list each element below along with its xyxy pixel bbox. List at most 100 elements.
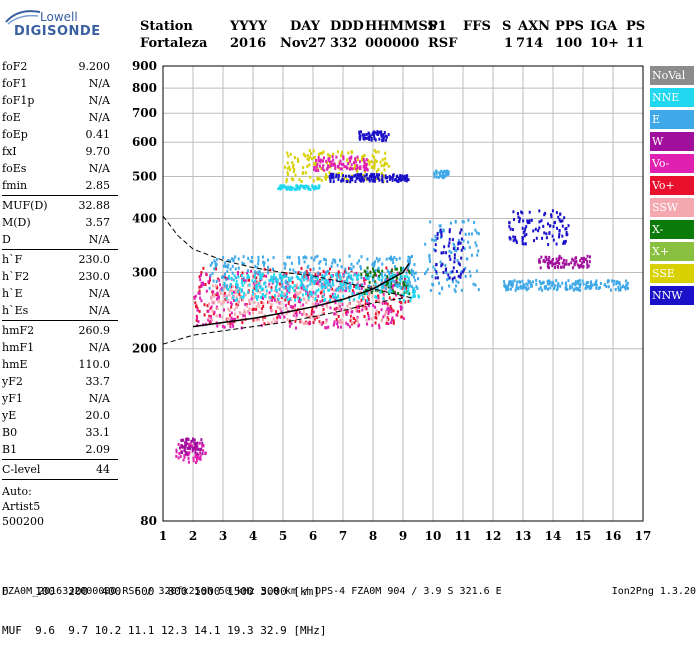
data-point [286,151,289,155]
data-point [278,273,281,277]
data-point [186,452,189,456]
data-point [242,313,245,317]
data-point [519,280,522,284]
data-point [408,280,411,284]
data-point [187,438,190,442]
data-point [359,290,362,294]
data-point [457,261,460,265]
data-point [326,166,329,170]
data-point [391,272,394,276]
header-label: DDD [330,19,364,34]
data-point [258,269,261,273]
data-point [532,280,535,284]
data-point [356,174,359,178]
data-point [381,138,384,142]
data-point [410,270,413,274]
data-point [237,275,240,279]
data-point [261,307,264,311]
data-point [257,280,260,284]
data-point [522,283,525,287]
data-point [283,315,286,319]
data-point [243,278,246,282]
data-point [232,258,235,262]
data-point [575,260,578,264]
data-point [294,270,297,274]
data-point [450,221,453,225]
data-point [180,450,183,454]
legend-item: Vo+ [650,176,694,195]
data-point [317,314,320,318]
data-point [228,293,231,297]
data-point [358,259,361,263]
data-point [310,279,313,283]
data-point [391,274,394,278]
data-point [366,311,369,315]
data-point [343,270,346,274]
data-point [355,317,358,321]
data-point [255,276,258,280]
data-point [347,275,350,279]
data-point [388,256,391,260]
data-point [558,255,561,259]
data-point [365,318,368,322]
data-point [386,274,389,278]
data-point [467,218,470,222]
data-point [435,270,438,274]
data-point [339,275,342,279]
x-tick-label: 9 [399,529,407,543]
data-point [425,270,428,274]
data-point [447,244,450,248]
data-point [344,311,347,315]
data-point [197,447,200,451]
data-point [542,259,545,263]
data-point [297,296,300,300]
data-point [244,302,247,306]
data-point [298,187,301,191]
data-point [196,458,199,462]
data-point [360,272,363,276]
data-point [286,289,289,293]
data-point [310,256,313,260]
data-point [454,248,457,252]
data-point [317,184,320,188]
data-point [332,158,335,162]
data-point [448,249,451,253]
data-point [565,259,568,263]
data-point [351,278,354,282]
data-point [413,271,416,275]
data-point [367,131,370,135]
data-point [508,221,511,225]
data-point [408,269,411,273]
data-point [215,263,218,267]
data-point [448,241,451,245]
data-point [370,136,373,140]
data-point [350,274,353,278]
data-point [595,279,598,283]
data-point [540,219,543,223]
data-point [557,256,560,260]
data-point [405,271,408,275]
data-point [372,267,375,271]
data-point [398,283,401,287]
data-point [354,157,357,161]
data-point [227,322,230,326]
data-point [455,270,458,274]
data-point [532,229,535,233]
data-point [406,275,409,279]
data-point [332,152,335,156]
data-point [339,159,342,163]
data-point [244,279,247,283]
data-point [555,242,558,246]
data-point [351,321,354,325]
data-point [257,295,260,299]
data-point [331,261,334,265]
data-point [582,259,585,263]
data-point [440,231,443,235]
data-point [299,283,302,287]
data-point [281,284,284,288]
data-point [198,309,201,313]
data-point [279,302,282,306]
data-point [208,278,211,282]
data-point [307,296,310,300]
data-point [293,156,296,160]
